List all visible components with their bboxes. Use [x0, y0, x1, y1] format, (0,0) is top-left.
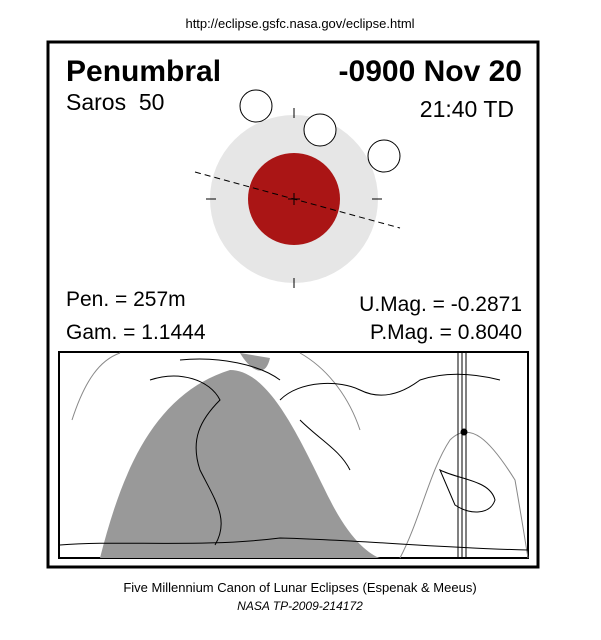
footer-title: Five Millennium Canon of Lunar Eclipses …	[123, 580, 476, 595]
gamma: Gam. = 1.1444	[66, 321, 206, 344]
pen-duration: Pen. = 257m	[66, 288, 186, 311]
umbral-magnitude: U.Mag. = -0.2871	[359, 293, 522, 316]
eclipse-type: Penumbral	[66, 55, 221, 88]
moon-path	[194, 171, 401, 229]
saros: Saros 50	[66, 89, 164, 115]
shadow-diagram	[194, 89, 401, 288]
footer-ref: NASA TP-2009-214172	[237, 599, 363, 613]
world-map	[58, 351, 529, 559]
moon	[239, 89, 273, 123]
time: 21:40 TD	[420, 96, 514, 122]
eclipse-date: -0900 Nov 20	[339, 55, 522, 88]
penumbral-magnitude: P.Mag. = 0.8040	[370, 321, 522, 344]
moon	[303, 113, 337, 147]
url: http://eclipse.gsfc.nasa.gov/eclipse.htm…	[185, 16, 414, 31]
axis-ticks	[206, 108, 382, 288]
moon	[367, 139, 401, 173]
